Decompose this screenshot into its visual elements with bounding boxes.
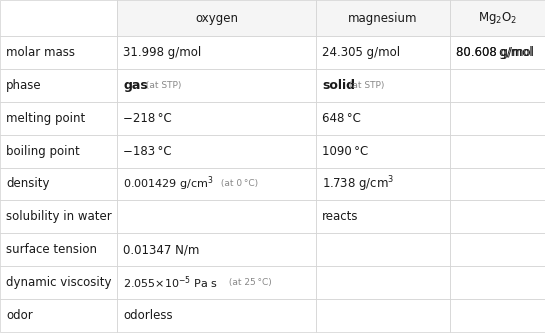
Text: solid: solid — [322, 79, 355, 92]
Bar — [117, 0, 316, 36]
Bar — [0, 0, 117, 36]
Bar — [0, 233, 117, 266]
Bar — [316, 266, 450, 299]
Text: 24.305 g/mol: 24.305 g/mol — [322, 46, 400, 59]
Bar — [117, 266, 316, 299]
Text: 2.055$\times$10$^{-5}$ Pa s: 2.055$\times$10$^{-5}$ Pa s — [123, 274, 218, 291]
Text: reacts: reacts — [322, 210, 359, 223]
Text: (at 0 °C): (at 0 °C) — [218, 180, 258, 188]
Text: 1.738 g/cm$^3$: 1.738 g/cm$^3$ — [322, 174, 395, 194]
Bar — [0, 135, 117, 168]
Text: 0.001429 g/cm$^3$: 0.001429 g/cm$^3$ — [123, 175, 214, 193]
Bar — [450, 0, 545, 36]
Bar — [316, 200, 450, 233]
Text: −183 °C: −183 °C — [123, 145, 172, 157]
Text: gas: gas — [123, 79, 148, 92]
Bar — [117, 168, 316, 200]
Bar — [117, 36, 316, 69]
Text: −218 °C: −218 °C — [123, 112, 172, 125]
Bar — [450, 69, 545, 102]
Bar — [0, 102, 117, 135]
Bar — [0, 36, 117, 69]
Text: boiling point: boiling point — [6, 145, 80, 157]
Bar — [316, 102, 450, 135]
Bar — [450, 299, 545, 332]
Bar — [117, 299, 316, 332]
Text: melting point: melting point — [6, 112, 85, 125]
Bar — [450, 135, 545, 168]
Text: 80.608 g/mol: 80.608 g/mol — [456, 46, 534, 59]
Bar — [316, 233, 450, 266]
Bar — [316, 0, 450, 36]
Text: (at STP): (at STP) — [143, 81, 181, 90]
Text: 0.01347 N/m: 0.01347 N/m — [123, 243, 199, 256]
Text: 31.998 g/mol: 31.998 g/mol — [123, 46, 202, 59]
Text: 1090 °C: 1090 °C — [322, 145, 368, 157]
Text: molar mass: molar mass — [6, 46, 75, 59]
Text: (at STP): (at STP) — [346, 81, 384, 90]
Text: surface tension: surface tension — [6, 243, 97, 256]
Bar — [0, 69, 117, 102]
Text: solubility in water: solubility in water — [6, 210, 112, 223]
Text: oxygen: oxygen — [195, 12, 238, 24]
Bar — [117, 233, 316, 266]
Bar — [117, 102, 316, 135]
Text: 648 °C: 648 °C — [322, 112, 361, 125]
Bar — [117, 200, 316, 233]
Bar — [450, 266, 545, 299]
Bar — [316, 69, 450, 102]
Text: phase: phase — [6, 79, 41, 92]
Text: 80.608 g/mol: 80.608 g/mol — [456, 46, 532, 59]
Bar — [117, 69, 316, 102]
Text: magnesium: magnesium — [348, 12, 417, 24]
Bar — [316, 168, 450, 200]
Bar — [0, 299, 117, 332]
Text: density: density — [6, 178, 50, 190]
Bar — [117, 135, 316, 168]
Bar — [316, 299, 450, 332]
Bar — [450, 102, 545, 135]
Bar — [450, 200, 545, 233]
Bar — [450, 233, 545, 266]
Bar — [0, 200, 117, 233]
Bar — [316, 135, 450, 168]
Bar — [0, 266, 117, 299]
Text: (at 25 °C): (at 25 °C) — [226, 278, 272, 287]
Text: dynamic viscosity: dynamic viscosity — [6, 276, 112, 289]
Bar — [450, 168, 545, 200]
Text: Mg$_2$O$_2$: Mg$_2$O$_2$ — [478, 10, 517, 26]
Bar — [316, 36, 450, 69]
Text: odor: odor — [6, 309, 33, 322]
Bar — [450, 36, 545, 69]
Text: odorless: odorless — [123, 309, 173, 322]
Bar — [0, 168, 117, 200]
